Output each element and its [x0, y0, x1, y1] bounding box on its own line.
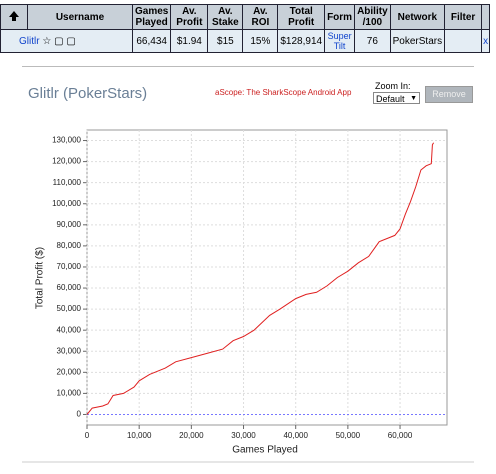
data-row: Glitlr ☆ ▢ ▢ 66,434 $1.94 $15 15% $128,9… — [0, 29, 491, 53]
y-tick-label: 40,000 — [57, 325, 82, 334]
header[interactable]: Av. ROI — [242, 4, 279, 30]
x-tick-label: 40,000 — [283, 431, 308, 440]
cell: $1.94 — [170, 29, 209, 53]
cell — [444, 29, 483, 53]
header[interactable]: Filter — [444, 4, 483, 30]
zoom-label: Zoom In: — [375, 81, 411, 91]
y-tick-label: 110,000 — [53, 178, 82, 187]
header[interactable]: Username — [27, 4, 133, 30]
app-link[interactable]: aScope: The SharkScope Android App — [215, 88, 352, 97]
header[interactable]: Av. Stake — [207, 4, 244, 30]
y-tick-label: 70,000 — [57, 262, 82, 271]
zoom-value: Default — [376, 94, 405, 104]
divider — [22, 66, 474, 67]
header-row: Username Games Played Av. Profit Av. Sta… — [0, 4, 491, 30]
cell: $15 — [207, 29, 244, 53]
username-link[interactable]: Glitlr — [19, 35, 40, 47]
y-tick-label: 90,000 — [57, 220, 82, 229]
profit-line — [86, 142, 435, 415]
cell: 66,434 — [131, 29, 172, 53]
header[interactable]: Games Played — [131, 4, 172, 30]
cell: 15% — [242, 29, 279, 53]
y-tick-label: 0 — [77, 410, 82, 419]
header[interactable]: Ability /100 — [354, 4, 391, 30]
player-title: Glitlr (PokerStars) — [28, 85, 148, 102]
y-tick-label: 100,000 — [52, 199, 81, 208]
x-axis-label: Games Played — [232, 445, 298, 456]
x-tick-label: 20,000 — [179, 431, 204, 440]
x-tick-label: 50,000 — [336, 431, 361, 440]
header[interactable]: Av. Profit — [170, 4, 209, 30]
remove-button[interactable]: Remove — [425, 86, 473, 103]
y-tick-label: 20,000 — [57, 367, 82, 376]
y-tick-label: 60,000 — [57, 283, 82, 292]
header[interactable]: Form — [324, 4, 356, 30]
cell: PokerStars — [389, 29, 446, 53]
y-tick-label: 130,000 — [52, 136, 81, 145]
zoom-select[interactable]: Default ▼ — [373, 92, 420, 104]
sort-cell[interactable] — [0, 4, 28, 30]
header-spacer — [481, 4, 491, 30]
plot-area — [86, 129, 448, 426]
x-tick-label: 30,000 — [231, 431, 256, 440]
results-table: Username Games Played Av. Profit Av. Sta… — [0, 4, 491, 53]
remove-link[interactable]: x — [481, 29, 491, 53]
header[interactable]: Total Profit — [277, 4, 326, 30]
x-tick-label: 10,000 — [127, 431, 152, 440]
form-link[interactable]: Super Tilt — [324, 29, 356, 53]
y-tick-label: 80,000 — [57, 241, 82, 250]
y-tick-label: 50,000 — [57, 304, 82, 313]
y-axis-label: Total Profit ($) — [35, 247, 46, 309]
y-tick-label: 30,000 — [57, 346, 82, 355]
x-tick-label: 60,000 — [388, 431, 413, 440]
dropdown-arrow: ▼ — [410, 95, 417, 102]
header[interactable]: Network — [389, 4, 446, 30]
user-cell: Glitlr ☆ ▢ ▢ — [0, 29, 133, 53]
y-tick-label: 10,000 — [57, 389, 82, 398]
x-tick-label: 0 — [85, 431, 90, 440]
icons[interactable]: ☆ ▢ ▢ — [42, 35, 76, 47]
sort-icon — [9, 10, 19, 21]
y-tick-label: 120,000 — [52, 157, 81, 166]
cell: 76 — [354, 29, 391, 53]
cell: $128,914 — [277, 29, 326, 53]
